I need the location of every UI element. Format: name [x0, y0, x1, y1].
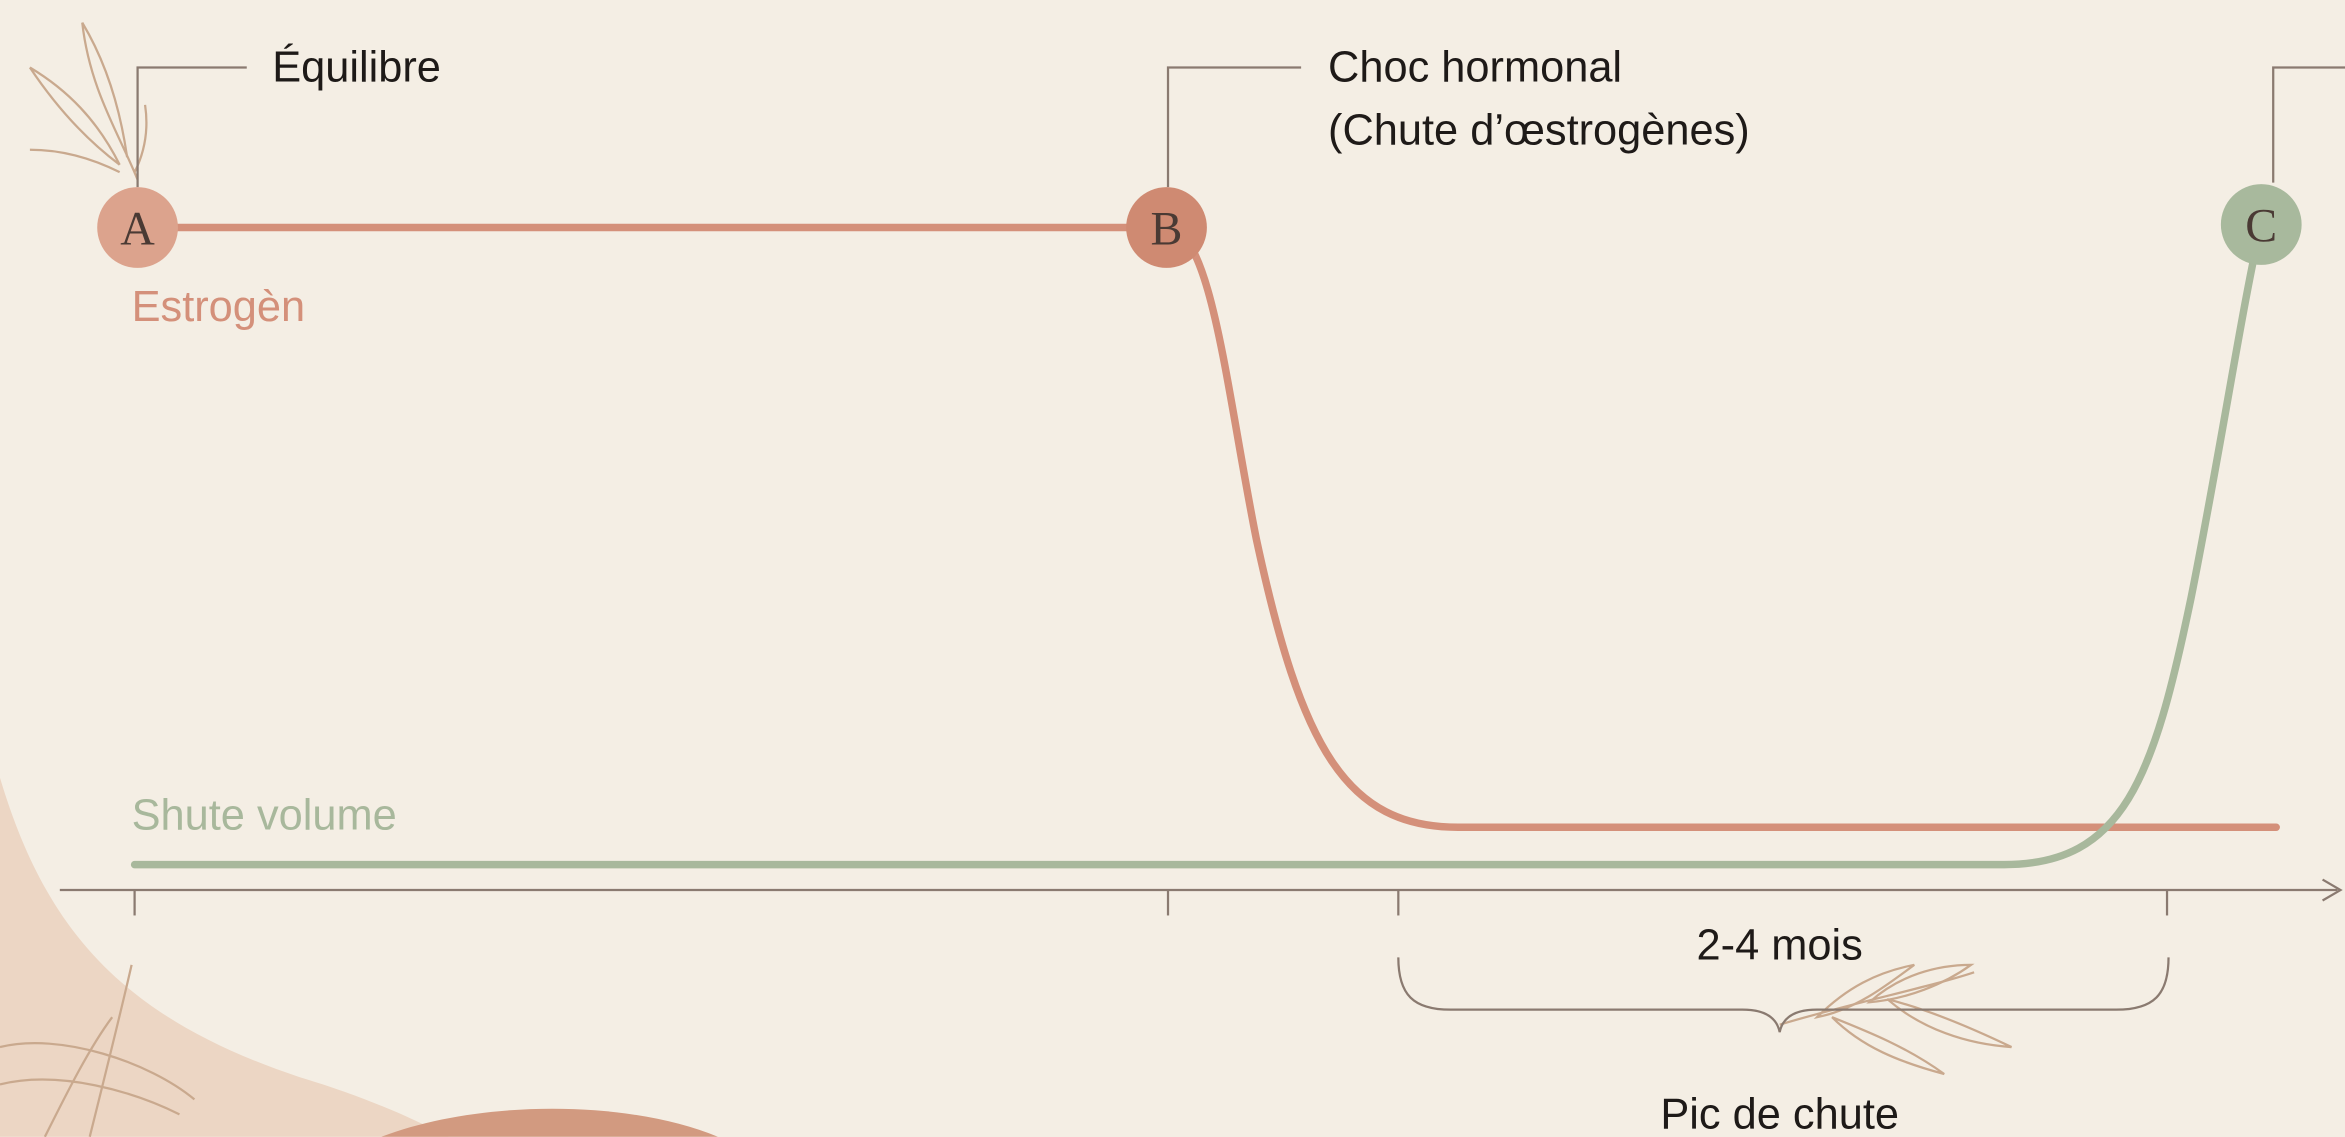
series-label: Estrogèn [132, 283, 306, 331]
interval-label: Pic de chute [1660, 1090, 1899, 1137]
node-label: C [2245, 200, 2277, 253]
series-label: Shute volume [132, 791, 397, 839]
node-label: A [120, 203, 155, 256]
background [0, 0, 2345, 1137]
node-label: B [1151, 203, 1183, 256]
callout-text: Équilibre [272, 43, 441, 91]
diagram: A B C Équilibre Choc hormonal (Chute d’œ… [0, 0, 2345, 1137]
callout-text: Choc hormonal [1328, 43, 1622, 91]
callout-text: (Chute d’œstrogènes) [1328, 106, 1750, 154]
page: {"nodes": [{"label": "A"}, {"label": "B"… [0, 0, 2345, 1137]
interval-duration: 2-4 mois [1697, 921, 1863, 969]
